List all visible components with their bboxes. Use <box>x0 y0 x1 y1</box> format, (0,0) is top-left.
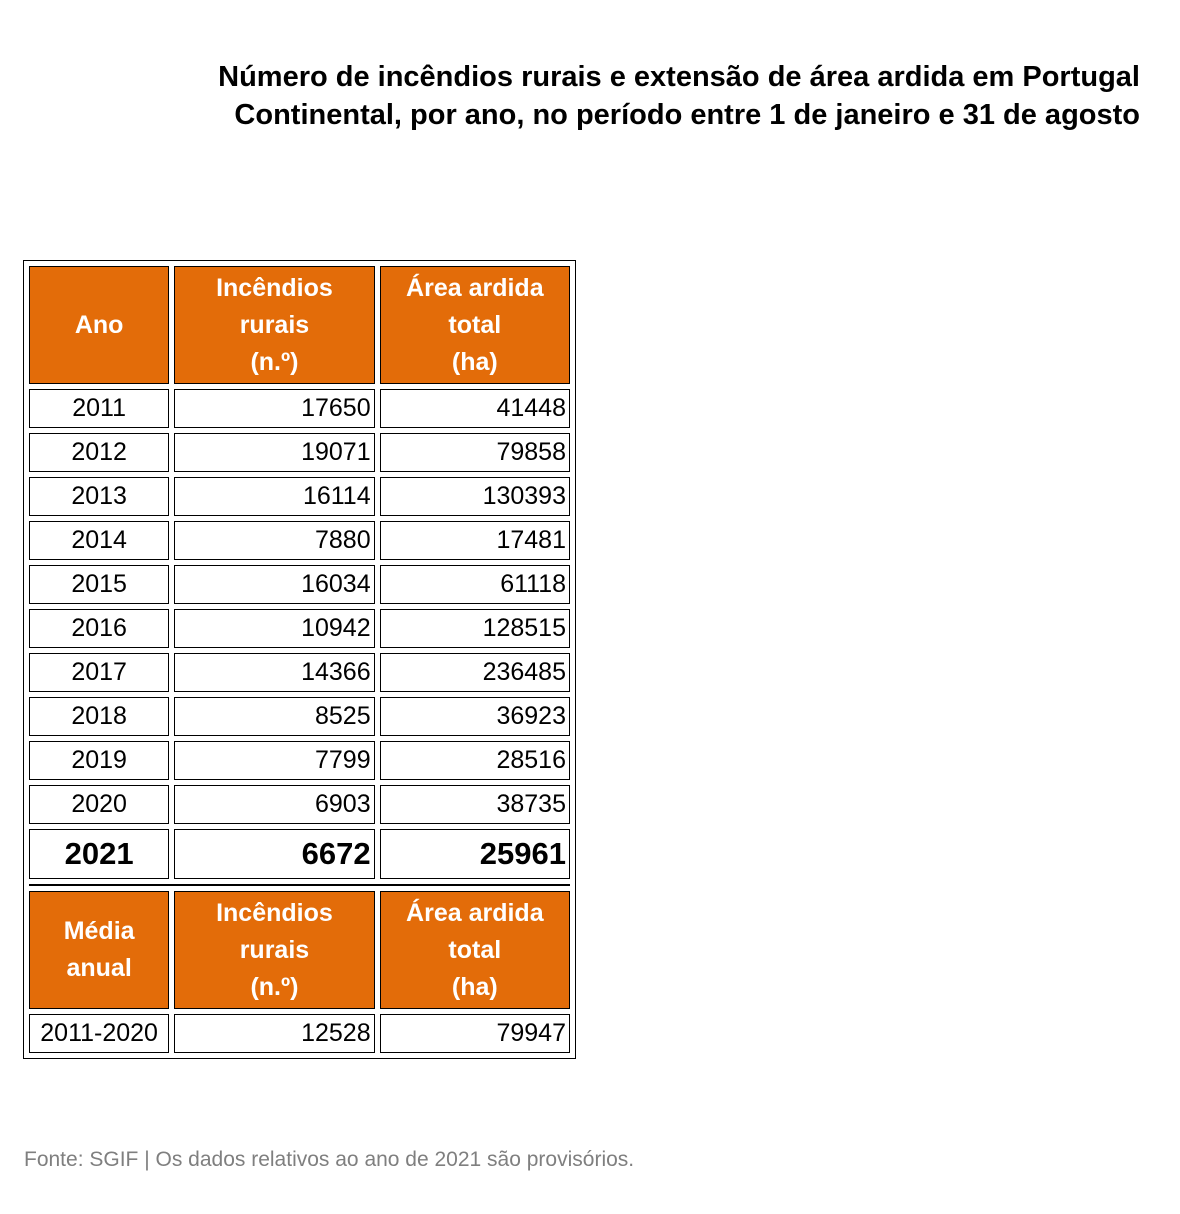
table-row: 2018 8525 36923 <box>29 697 570 736</box>
header-period: Média anual <box>29 891 170 1009</box>
average-header-fires-line-3: (n.º) <box>250 972 299 1001</box>
cell-year: 2011 <box>29 389 170 428</box>
cell-period: 2011-2020 <box>29 1014 170 1053</box>
cell-area: 38735 <box>379 785 570 824</box>
cell-fires: 10942 <box>174 609 375 648</box>
average-header-fires-line-1: Incêndios <box>216 898 333 927</box>
cell-fires: 16034 <box>174 565 375 604</box>
cell-area: 41448 <box>379 389 570 428</box>
cell-year: 2017 <box>29 653 170 692</box>
average-header-area-line-2: total <box>448 935 502 964</box>
cell-fires: 16114 <box>174 477 375 516</box>
header-area-line-1: Área ardida <box>406 273 544 302</box>
table-row: 2015 16034 61118 <box>29 565 570 604</box>
cell-area: 25961 <box>379 829 570 879</box>
table-row: 2020 6903 38735 <box>29 785 570 824</box>
cell-fires: 17650 <box>174 389 375 428</box>
average-header-fires: Incêndios rurais (n.º) <box>174 891 375 1009</box>
average-header-area: Área ardida total (ha) <box>379 891 570 1009</box>
header-fires: Incêndios rurais (n.º) <box>174 266 375 384</box>
header-area-line-2: total <box>448 310 502 339</box>
separator-line <box>29 884 570 886</box>
table-row: 2012 19071 79858 <box>29 433 570 472</box>
table-row: 2016 10942 128515 <box>29 609 570 648</box>
average-header-area-line-3: (ha) <box>451 972 498 1001</box>
cell-fires: 19071 <box>174 433 375 472</box>
table-row: 2011 17650 41448 <box>29 389 570 428</box>
chart-title: Número de incêndios rurais e extensão de… <box>40 58 1140 134</box>
header-fires-line-1: Incêndios <box>216 273 333 302</box>
table-row: 2013 16114 130393 <box>29 477 570 516</box>
cell-year: 2012 <box>29 433 170 472</box>
cell-average-area: 79947 <box>379 1014 570 1053</box>
cell-average-fires: 12528 <box>174 1014 375 1053</box>
cell-fires: 7880 <box>174 521 375 560</box>
chart-title-line-2: Continental, por ano, no período entre 1… <box>234 99 1140 131</box>
cell-fires: 14366 <box>174 653 375 692</box>
table-row: 2014 7880 17481 <box>29 521 570 560</box>
cell-area: 128515 <box>379 609 570 648</box>
cell-year: 2014 <box>29 521 170 560</box>
cell-year: 2016 <box>29 609 170 648</box>
cell-year: 2019 <box>29 741 170 780</box>
header-fires-line-3: (n.º) <box>250 347 299 376</box>
cell-year: 2015 <box>29 565 170 604</box>
cell-year: 2021 <box>29 829 170 879</box>
cell-area: 236485 <box>379 653 570 692</box>
header-fires-line-2: rurais <box>239 310 310 339</box>
cell-year: 2018 <box>29 697 170 736</box>
current-year-row: 2021 6672 25961 <box>29 829 570 879</box>
cell-fires: 6903 <box>174 785 375 824</box>
average-header-area-line-1: Área ardida <box>406 898 544 927</box>
cell-fires: 6672 <box>174 829 375 879</box>
cell-fires: 7799 <box>174 741 375 780</box>
table-row: 2017 14366 236485 <box>29 653 570 692</box>
cell-area: 36923 <box>379 697 570 736</box>
average-row: 2011-2020 12528 79947 <box>29 1014 570 1053</box>
header-period-line-1: Média <box>63 917 135 945</box>
cell-year: 2020 <box>29 785 170 824</box>
header-area-line-3: (ha) <box>451 347 498 376</box>
average-header-fires-line-2: rurais <box>239 935 310 964</box>
average-header-row: Média anual Incêndios rurais (n.º) Área … <box>29 891 570 1009</box>
header-row: Ano Incêndios rurais (n.º) Área ardida t… <box>29 266 570 384</box>
cell-area: 17481 <box>379 521 570 560</box>
fires-table: Ano Incêndios rurais (n.º) Área ardida t… <box>23 260 576 1059</box>
cell-area: 61118 <box>379 565 570 604</box>
source-note: Fonte: SGIF | Os dados relativos ao ano … <box>24 1148 635 1171</box>
header-area: Área ardida total (ha) <box>379 266 570 384</box>
cell-year: 2013 <box>29 477 170 516</box>
table-separator <box>29 884 570 886</box>
cell-fires: 8525 <box>174 697 375 736</box>
header-period-line-2: anual <box>66 954 132 982</box>
cell-area: 28516 <box>379 741 570 780</box>
cell-area: 130393 <box>379 477 570 516</box>
table-row: 2019 7799 28516 <box>29 741 570 780</box>
chart-title-line-1: Número de incêndios rurais e extensão de… <box>218 61 1140 93</box>
cell-area: 79858 <box>379 433 570 472</box>
header-year: Ano <box>29 266 170 384</box>
